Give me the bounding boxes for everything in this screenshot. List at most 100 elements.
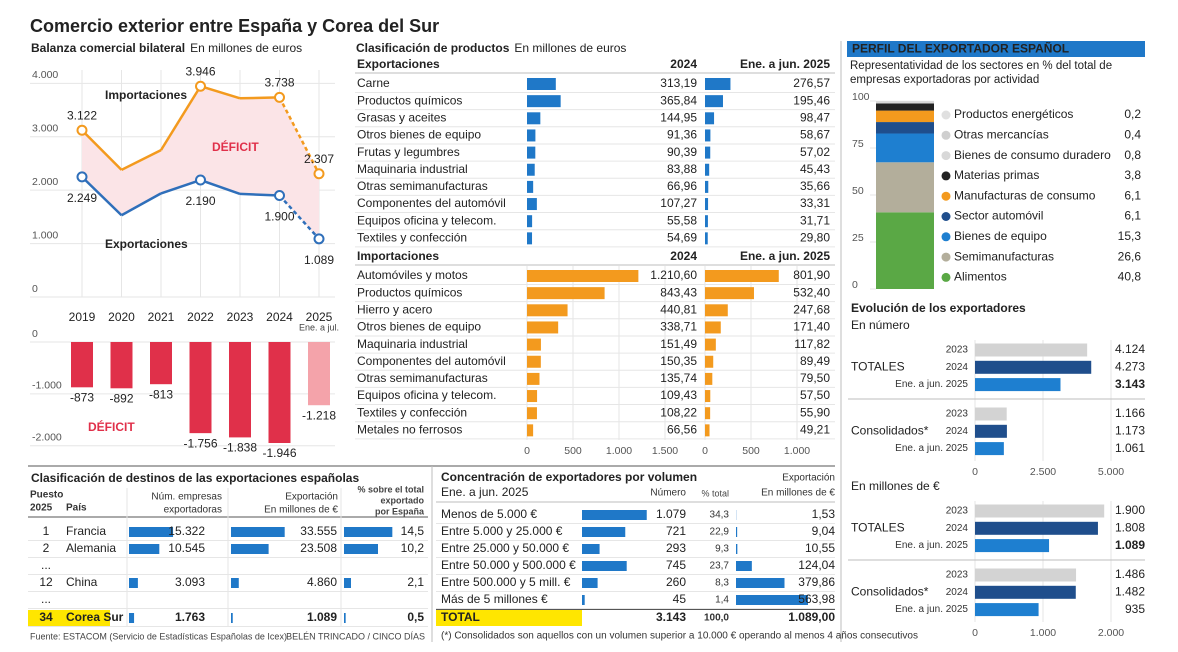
legend-value: 15,3 bbox=[1118, 229, 1142, 243]
legend-label: Otras mercancías bbox=[954, 127, 1049, 141]
category-label: TOTAL bbox=[441, 610, 480, 624]
legend-label: Semimanufacturas bbox=[954, 249, 1054, 263]
category-label: 2023 bbox=[946, 506, 969, 517]
value-label: 98,47 bbox=[800, 110, 830, 124]
value-label: 293 bbox=[666, 541, 686, 555]
bar bbox=[111, 342, 133, 388]
value-label: 55,90 bbox=[800, 405, 830, 419]
bar bbox=[71, 342, 93, 387]
legend-label: Productos energéticos bbox=[954, 107, 1073, 121]
column-header: Exportación bbox=[285, 492, 338, 503]
value-label: 276,57 bbox=[793, 76, 830, 90]
series-label: Exportaciones bbox=[105, 237, 188, 251]
country: Francia bbox=[66, 524, 106, 538]
country: Corea Sur bbox=[66, 610, 124, 624]
bar bbox=[736, 544, 737, 554]
value-label: 1.900 bbox=[1115, 503, 1145, 517]
segment bbox=[876, 134, 934, 163]
legend-value: 0,8 bbox=[1124, 148, 1141, 162]
bar bbox=[975, 569, 1076, 582]
value-label: 9,04 bbox=[812, 524, 836, 538]
value-label: 3.946 bbox=[185, 64, 215, 78]
y-tick-label: 75 bbox=[852, 138, 864, 150]
y-tick-label: 0 bbox=[852, 279, 858, 291]
value-label: 15.322 bbox=[168, 524, 205, 538]
category-label: Otras semimanufacturas bbox=[357, 371, 488, 385]
column-header: 2025 bbox=[30, 503, 53, 514]
point bbox=[78, 126, 87, 135]
value-label: -1.838 bbox=[223, 441, 257, 455]
category-label: Equipos oficina y telecom. bbox=[357, 388, 496, 402]
bar bbox=[129, 578, 138, 588]
value-label: 58,67 bbox=[800, 128, 830, 142]
bar bbox=[705, 424, 710, 436]
value-label: -1.756 bbox=[183, 436, 217, 450]
rank: 2 bbox=[43, 541, 50, 555]
value-label: 379,86 bbox=[798, 575, 835, 589]
country: China bbox=[66, 575, 98, 589]
share-label: 22,9 bbox=[710, 527, 730, 538]
value-label: 66,56 bbox=[667, 423, 697, 437]
category-label: Componentes del automóvil bbox=[357, 354, 506, 368]
annotation: DÉFICIT bbox=[212, 139, 259, 154]
bar bbox=[705, 339, 716, 351]
legend-value: 0,2 bbox=[1124, 107, 1141, 121]
share-label: 9,3 bbox=[715, 544, 729, 555]
series-label: Importaciones bbox=[105, 88, 187, 102]
bar bbox=[705, 198, 708, 210]
share-label: 8,3 bbox=[715, 578, 729, 589]
value-label: 1.486 bbox=[1115, 567, 1145, 581]
y-tick-label: 25 bbox=[852, 232, 864, 244]
legend-value: 6,1 bbox=[1124, 209, 1141, 223]
segment bbox=[876, 102, 934, 104]
point bbox=[196, 82, 205, 91]
bar bbox=[705, 215, 708, 227]
bar bbox=[527, 287, 605, 299]
value-label: 3.738 bbox=[264, 76, 294, 90]
segment bbox=[876, 212, 934, 289]
bar bbox=[344, 544, 378, 554]
column-header: exportadoras bbox=[164, 505, 222, 516]
bar bbox=[190, 342, 212, 433]
category-label: Frutas y legumbres bbox=[357, 145, 460, 159]
share-label: 34,3 bbox=[710, 510, 730, 521]
value-label: 721 bbox=[666, 524, 686, 538]
bar bbox=[231, 527, 285, 537]
bar bbox=[344, 527, 392, 537]
category-label: 2023 bbox=[946, 345, 969, 356]
category-label: Grasas y aceites bbox=[357, 110, 446, 124]
group-label: TOTALES bbox=[851, 359, 905, 373]
y-tick-label: 50 bbox=[852, 185, 864, 197]
bar bbox=[705, 390, 710, 402]
x-tick-label: 2021 bbox=[148, 310, 175, 324]
segment bbox=[876, 122, 934, 133]
value-label: 1.079 bbox=[656, 507, 686, 521]
bar bbox=[705, 78, 730, 90]
bar bbox=[527, 304, 568, 316]
category-label: Entre 5.000 y 25.000 € bbox=[441, 524, 563, 538]
legend-swatch bbox=[942, 273, 951, 282]
legend-value: 6,1 bbox=[1124, 188, 1141, 202]
bar bbox=[527, 147, 535, 159]
bar bbox=[975, 408, 1007, 421]
y-tick-label: -2.000 bbox=[32, 432, 62, 444]
value-label: 935 bbox=[1125, 602, 1145, 616]
bar bbox=[975, 378, 1060, 391]
legend-label: Alimentos bbox=[954, 270, 1007, 284]
rank: 1 bbox=[43, 524, 50, 538]
value-label: 0,5 bbox=[407, 610, 424, 624]
bar bbox=[705, 181, 708, 193]
value-label: 1.089,00 bbox=[788, 610, 835, 624]
value-label: 4.124 bbox=[1115, 342, 1145, 356]
bar bbox=[975, 586, 1076, 599]
value-label: 109,43 bbox=[660, 388, 697, 402]
value-label: 1.089 bbox=[304, 253, 334, 267]
value-label: 45,43 bbox=[800, 162, 830, 176]
column-header: Núm. empresas bbox=[151, 492, 222, 503]
x-tick-label: 2023 bbox=[227, 310, 254, 324]
section-subtitle: En millones de euros bbox=[514, 41, 626, 55]
value-label: 801,90 bbox=[793, 268, 830, 282]
bar bbox=[736, 578, 784, 588]
bar bbox=[705, 147, 710, 159]
